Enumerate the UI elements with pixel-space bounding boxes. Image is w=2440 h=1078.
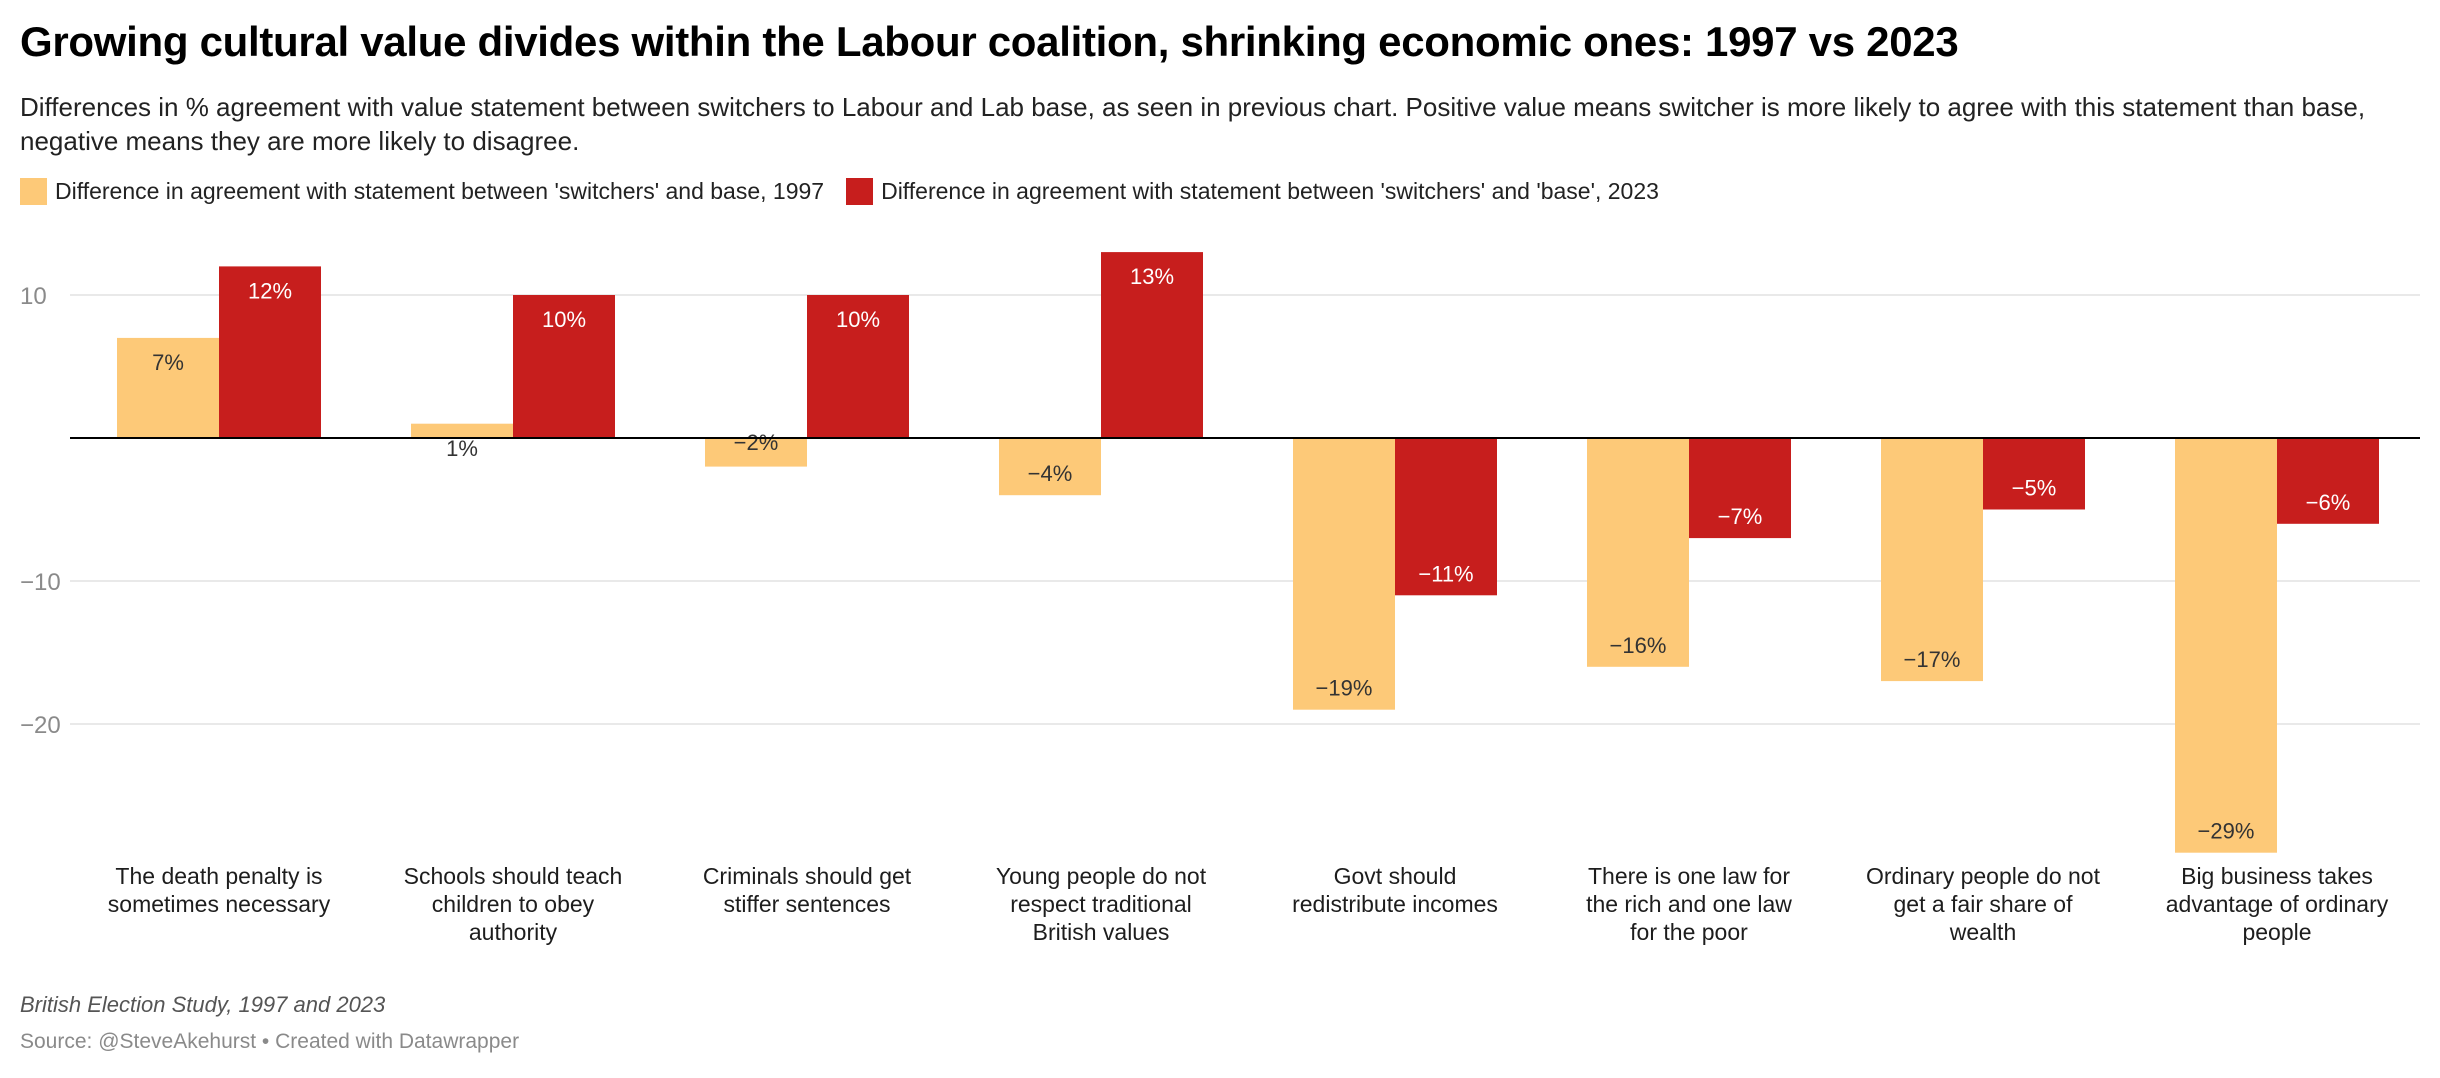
data-label: −11% xyxy=(1418,561,1473,586)
chart-subtitle: Differences in % agreement with value st… xyxy=(20,92,2366,156)
legend-label-2023: Difference in agreement with statement b… xyxy=(881,178,1659,204)
bar-2023 xyxy=(219,266,321,438)
data-label: −29% xyxy=(2198,819,2255,844)
bar-2023 xyxy=(1101,252,1203,438)
bar-2023 xyxy=(2277,438,2379,524)
bar-1997 xyxy=(999,438,1101,496)
data-label: 13% xyxy=(1130,264,1174,289)
x-category-label: Schools should teach children to obey auth… xyxy=(404,863,623,945)
legend-label-1997: Difference in agreement with statement b… xyxy=(55,178,825,204)
bar-2023 xyxy=(1395,438,1497,596)
data-label: 7% xyxy=(152,350,184,375)
x-category-label: Ordinary people do not get a fair share o… xyxy=(1866,863,2101,945)
bar-1997 xyxy=(2175,438,2277,853)
bar-1997 xyxy=(1587,438,1689,667)
y-tick-label: −10 xyxy=(20,569,61,596)
data-label: −2% xyxy=(734,430,779,455)
x-category-label: Govt should redistribute incomes xyxy=(1292,863,1498,917)
legend: Difference in agreement with statement b… xyxy=(20,178,1659,205)
bar-1997 xyxy=(1293,438,1395,710)
bar-2023 xyxy=(807,295,909,438)
x-category-label: Big business takes advantage of ordinary p… xyxy=(2166,863,2389,945)
chart-title: Growing cultural value divides within th… xyxy=(20,18,1959,65)
data-label: −17% xyxy=(1904,647,1961,672)
data-label: −4% xyxy=(1028,461,1073,486)
bar-1997 xyxy=(1881,438,1983,682)
legend-item-2023: Difference in agreement with statement b… xyxy=(846,178,1659,205)
x-category-label: Young people do not respect traditional Br… xyxy=(996,863,1207,945)
bar-2023 xyxy=(513,295,615,438)
data-label: 1% xyxy=(446,436,478,461)
data-note: British Election Study, 1997 and 2023 xyxy=(20,992,386,1017)
bar-1997 xyxy=(117,337,219,438)
legend-swatch-1997 xyxy=(20,178,47,205)
x-category-label: Criminals should get stiffer sentences xyxy=(703,863,912,917)
source-credit: Source: @SteveAkehurst • Created with Da… xyxy=(20,1030,520,1053)
data-label: −19% xyxy=(1316,676,1373,701)
data-label: −5% xyxy=(2012,476,2057,501)
bar-2023 xyxy=(1689,438,1791,539)
bar-1997 xyxy=(411,423,513,438)
data-label: 12% xyxy=(248,278,292,303)
y-tick-label: 10 xyxy=(20,283,47,310)
data-label: 10% xyxy=(836,307,880,332)
bar-chart: 10 −10 −20 7% 12% 1% 10% −2% 10% −4% 13% −19% −11% −1… xyxy=(20,252,2420,945)
legend-item-1997: Difference in agreement with statement b… xyxy=(20,178,824,205)
data-label: −6% xyxy=(2306,490,2351,515)
data-label: −16% xyxy=(1610,633,1667,658)
x-category-label: The death penalty is sometimes necessary xyxy=(108,863,331,917)
y-tick-label: −20 xyxy=(20,712,61,739)
x-category-label: There is one law for the rich and one law… xyxy=(1586,863,1792,945)
bar-1997 xyxy=(705,438,807,467)
data-label: −7% xyxy=(1718,504,1763,529)
bar-2023 xyxy=(1983,438,2085,510)
legend-swatch-2023 xyxy=(846,178,874,205)
data-label: 10% xyxy=(542,307,586,332)
